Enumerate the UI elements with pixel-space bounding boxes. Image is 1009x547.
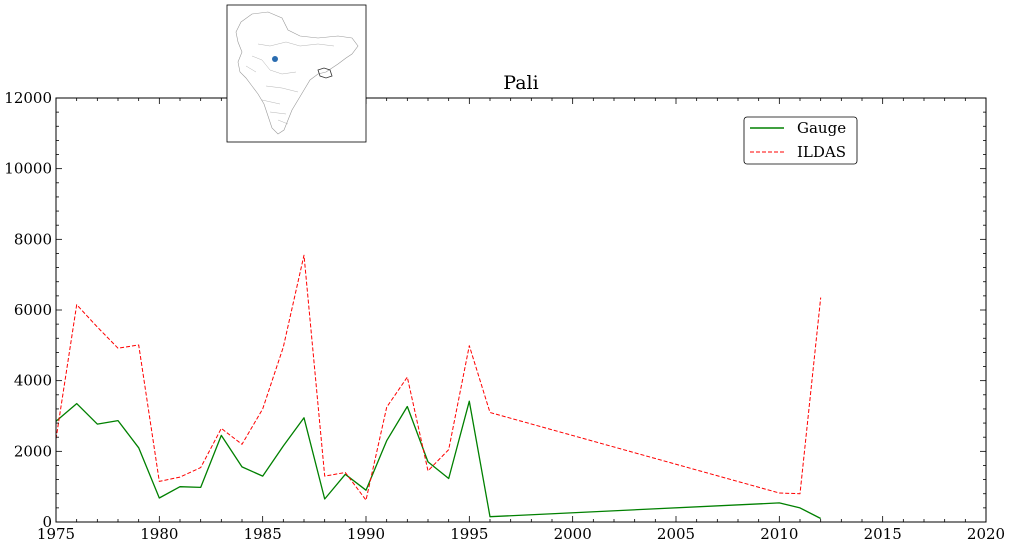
station-marker xyxy=(272,56,278,62)
legend-label-gauge: Gauge xyxy=(797,119,846,137)
series-layer xyxy=(55,254,822,520)
x-tick-label: 1980 xyxy=(140,525,178,543)
y-tick-label: 6000 xyxy=(14,301,52,319)
legend: Gauge ILDAS xyxy=(743,116,858,165)
bangladesh-outline xyxy=(317,67,333,79)
inset-frame xyxy=(226,4,367,143)
inset-map xyxy=(226,4,367,143)
plot-area: 1975 1980 1985 1990 1995 2000 2005 2010 2015 2020… xyxy=(4,89,1005,543)
x-tick-label: 2010 xyxy=(760,525,798,543)
y-tick-label: 4000 xyxy=(14,372,52,390)
x-tick-label: 1990 xyxy=(347,525,385,543)
x-tick-label: 2005 xyxy=(657,525,695,543)
y-tick-label: 12000 xyxy=(4,89,52,107)
ticks-layer: 1975 1980 1985 1990 1995 2000 2005 2010 2015 2020… xyxy=(4,89,1005,543)
legend-label-ildas: ILDAS xyxy=(797,143,846,161)
series-line-gauge xyxy=(55,400,821,520)
y-tick-label: 2000 xyxy=(14,442,52,460)
x-tick-label: 2000 xyxy=(554,525,592,543)
country-borders xyxy=(245,41,335,125)
series-line-ildas xyxy=(55,254,822,501)
x-tick-label: 1985 xyxy=(244,525,282,543)
x-tick-label: 2015 xyxy=(864,525,902,543)
y-tick-label: 10000 xyxy=(4,160,52,178)
y-tick-label: 0 xyxy=(42,513,52,531)
y-tick-label: 8000 xyxy=(14,230,52,248)
x-tick-label: 1975 xyxy=(37,525,75,543)
chart-title: Pali xyxy=(503,72,538,94)
x-tick-label: 2020 xyxy=(967,525,1005,543)
x-tick-label: 1995 xyxy=(450,525,488,543)
south-asia-outline xyxy=(235,11,359,135)
